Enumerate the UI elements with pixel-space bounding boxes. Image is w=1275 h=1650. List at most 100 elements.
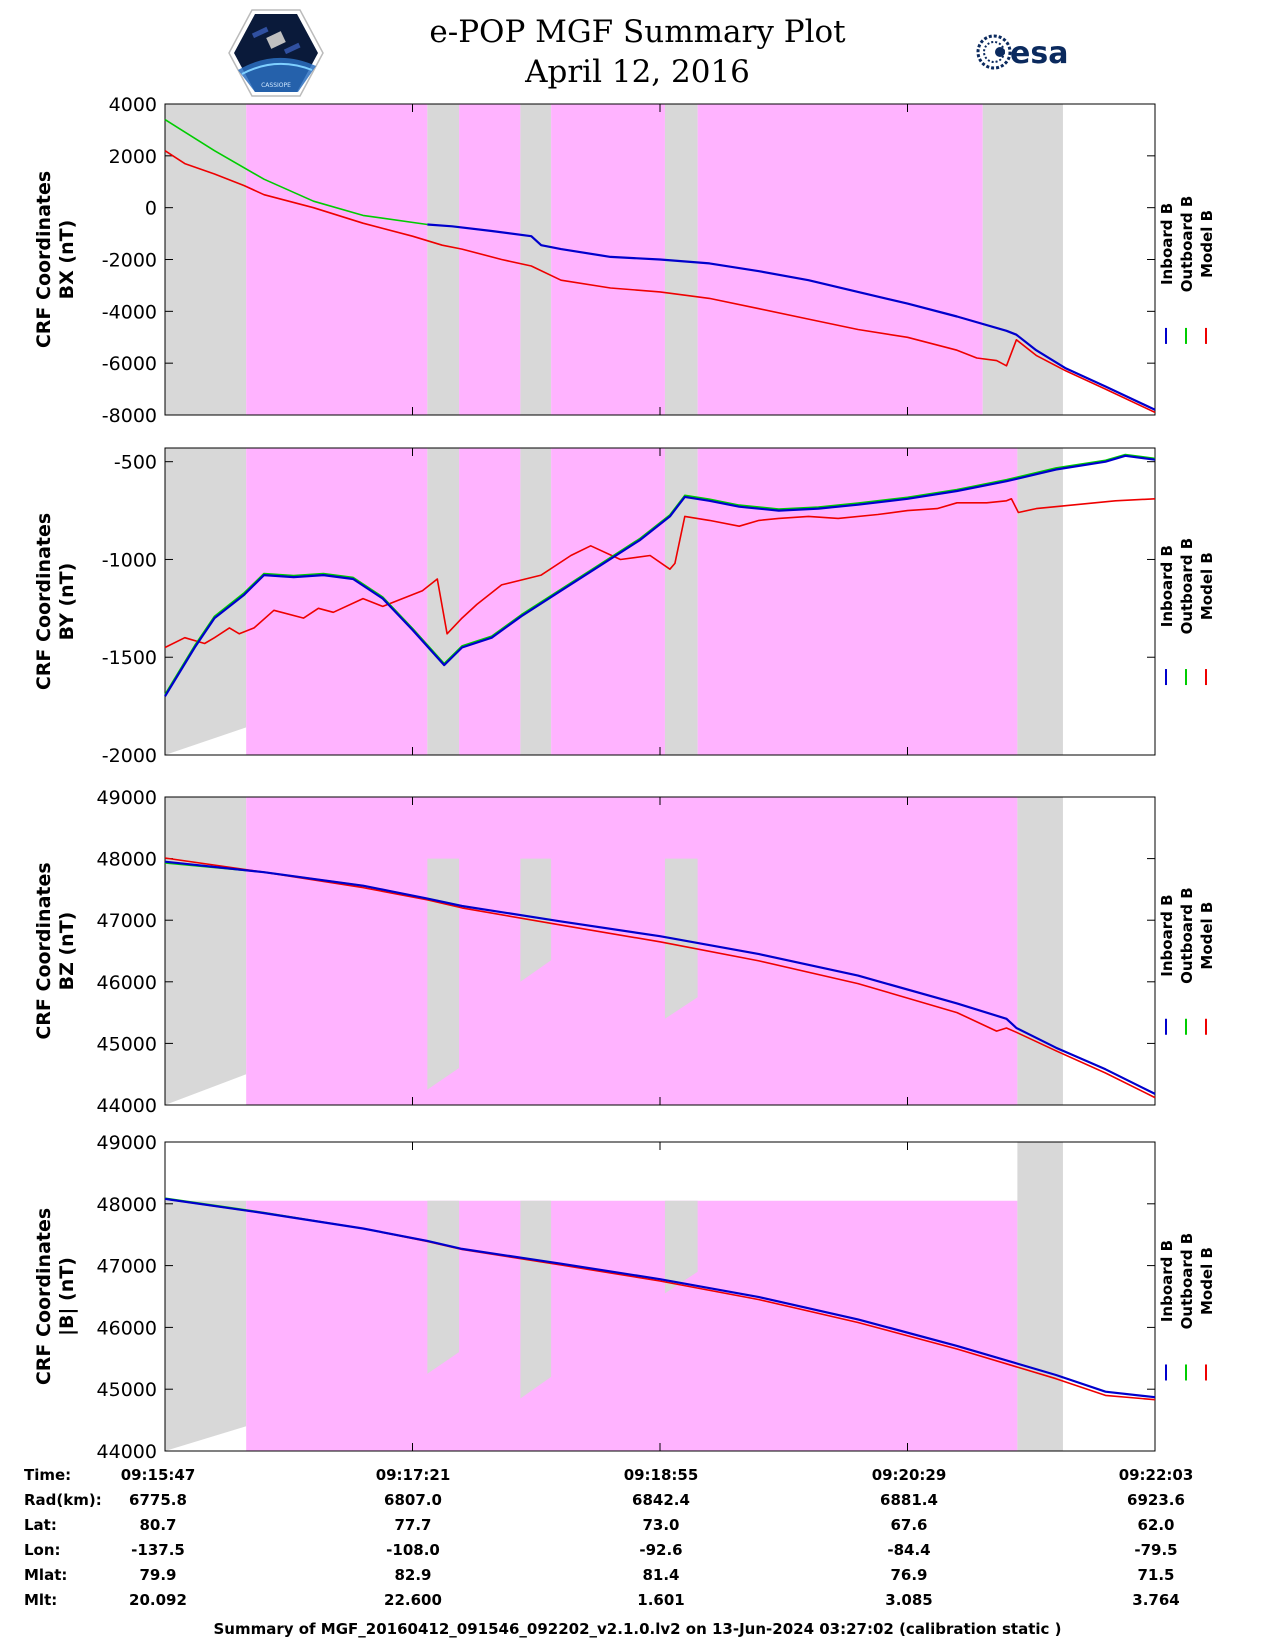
cassiope-logo: CASSIOPE: [228, 9, 324, 97]
ephem-time-5: 09:22:03: [1118, 1466, 1194, 1484]
panel4-series-inboard: [164, 1197, 1156, 1399]
esa-logo: esa: [976, 34, 1068, 71]
panel3-ytick-label-3: 47000: [97, 910, 157, 932]
esa-logo-text: esa: [1010, 36, 1068, 71]
panel3-ytick-label-5: 45000: [97, 1033, 157, 1055]
ephem-label-mlat: Mlat:: [24, 1566, 68, 1584]
panel4-legend-label-model: Model B: [1198, 1247, 1216, 1315]
panel2-ylabel-line2: BY (nT): [56, 563, 78, 641]
ephem-time-3: 09:18:55: [623, 1466, 699, 1484]
panel4-ytick-label-3: 47000: [97, 1256, 157, 1278]
panel2-region-2: [246, 448, 428, 755]
panel1-ytick-label-1: 4000: [109, 94, 157, 116]
panel4-legend-label-outboard: Outboard B: [1178, 1233, 1196, 1330]
panel1-series-outboard: [164, 118, 428, 226]
panel2-ylabel-line1: CRF Coordinates: [33, 513, 55, 690]
ephem-mlat-1: 79.9: [139, 1566, 177, 1584]
panel4-region-4: [520, 1200, 552, 1399]
ephem-mlat-5: 71.5: [1137, 1566, 1175, 1584]
panel3-region-6: [1017, 797, 1063, 1105]
ephem-mlat-2: 82.9: [394, 1566, 432, 1584]
panel3-region-1: [165, 797, 247, 1105]
panel2-region-5: [520, 448, 552, 755]
panel2-series-model: [164, 497, 1156, 649]
panel2-legend-label-model: Model B: [1198, 552, 1216, 620]
panel1-ytick-label-5: -4000: [102, 301, 157, 323]
ephem-time-1: 09:15:47: [120, 1466, 196, 1484]
panel1-region-5: [520, 104, 552, 415]
panel4-region-3: [427, 1200, 460, 1374]
ephem-rad-1: 6775.8: [129, 1491, 187, 1509]
panel4-region-1: [165, 1200, 247, 1451]
panel2-ytick-label-4: -2000: [102, 745, 157, 767]
ephem-rad-3: 6842.4: [632, 1491, 690, 1509]
panel3-series-model: [164, 857, 1156, 1099]
panel2-series-inboard: [164, 454, 1156, 697]
panel4-ytick-label-6: 44000: [97, 1441, 157, 1463]
panel4-ytick-label-1: 49000: [97, 1132, 157, 1154]
ephem-lat-3: 73.0: [642, 1516, 680, 1534]
panel4-ytick-label-2: 48000: [97, 1194, 157, 1216]
ephem-lat-4: 67.6: [890, 1516, 928, 1534]
panel1-series-inboard: [427, 223, 1156, 411]
ephem-mlt-4: 3.085: [885, 1591, 933, 1609]
panel1-region-1: [165, 104, 247, 415]
ephem-lat-1: 80.7: [139, 1516, 177, 1534]
ephem-lat-5: 62.0: [1137, 1516, 1175, 1534]
plot-date: April 12, 2016: [525, 54, 750, 90]
ephem-mlt-1: 20.092: [129, 1591, 187, 1609]
panel4-ytick-label-4: 46000: [97, 1317, 157, 1339]
panel3-region-5: [664, 858, 698, 1019]
ephem-time-4: 09:20:29: [871, 1466, 947, 1484]
ephem-label-lon: Lon:: [24, 1541, 61, 1559]
panel3-ytick-label-1: 49000: [97, 787, 157, 809]
panel3-legend-label-inboard: Inboard B: [1158, 894, 1176, 976]
panel3-ytick-label-6: 44000: [97, 1095, 157, 1117]
panel4-ylabel-line1: CRF Coordinates: [33, 1208, 55, 1385]
panel2-ytick-label-1: -500: [114, 452, 157, 474]
panel1-ytick-label-2: 2000: [109, 146, 157, 168]
ephem-lon-2: -108.0: [386, 1541, 440, 1559]
ephem-lat-2: 77.7: [394, 1516, 432, 1534]
panel2-region-4: [459, 448, 521, 755]
panel4-region-5: [664, 1200, 698, 1294]
panel1-ytick-label-4: -2000: [102, 250, 157, 272]
ephem-label-time: Time:: [24, 1466, 72, 1484]
panel4-region-2: [246, 1200, 1018, 1451]
panel2-region-8: [697, 448, 1018, 755]
panel1-region-4: [459, 104, 521, 415]
panel3-ylabel-line2: BZ (nT): [56, 912, 78, 991]
ephem-rad-5: 6923.6: [1127, 1491, 1185, 1509]
ephem-label-lat: Lat:: [24, 1516, 57, 1534]
ephem-label-rad: Rad(km):: [24, 1491, 102, 1509]
panel2-ytick-label-2: -1000: [102, 549, 157, 571]
ephem-lon-5: -79.5: [1134, 1541, 1178, 1559]
ephem-lon-1: -137.5: [131, 1541, 185, 1559]
panel1-ytick-label-6: -6000: [102, 353, 157, 375]
panel3-ytick-label-2: 48000: [97, 849, 157, 871]
panel1-region-2: [246, 104, 428, 415]
panel2-series-outboard: [164, 453, 1156, 695]
panel2-region-1: [165, 448, 247, 755]
cassiope-logo-text: CASSIOPE: [261, 82, 291, 89]
ephem-lon-4: -84.4: [887, 1541, 931, 1559]
panel1-ytick-label-3: 0: [145, 198, 157, 220]
plot-title: e-POP MGF Summary Plot: [429, 14, 846, 50]
panel1-ylabel-line2: BX (nT): [56, 220, 78, 300]
ephem-rad-2: 6807.0: [384, 1491, 442, 1509]
panel2-region-6: [551, 448, 665, 755]
panel1-legend-label-outboard: Outboard B: [1178, 196, 1196, 293]
panel4-ylabel-line2: |B| (nT): [56, 1257, 78, 1336]
panel3-ytick-label-4: 46000: [97, 972, 157, 994]
panel2-region-7: [664, 448, 698, 755]
panel1-region-6: [551, 104, 665, 415]
panel3-series-inboard: [164, 860, 1156, 1095]
panel3-legend-label-outboard: Outboard B: [1178, 887, 1196, 984]
ephem-mlat-4: 76.9: [890, 1566, 928, 1584]
panel1-region-7: [664, 104, 698, 415]
panel2-legend-label-inboard: Inboard B: [1158, 545, 1176, 627]
panel3-legend-label-model: Model B: [1198, 902, 1216, 970]
panel1-region-8: [697, 104, 983, 415]
panel1-ytick-label-7: -8000: [102, 405, 157, 427]
